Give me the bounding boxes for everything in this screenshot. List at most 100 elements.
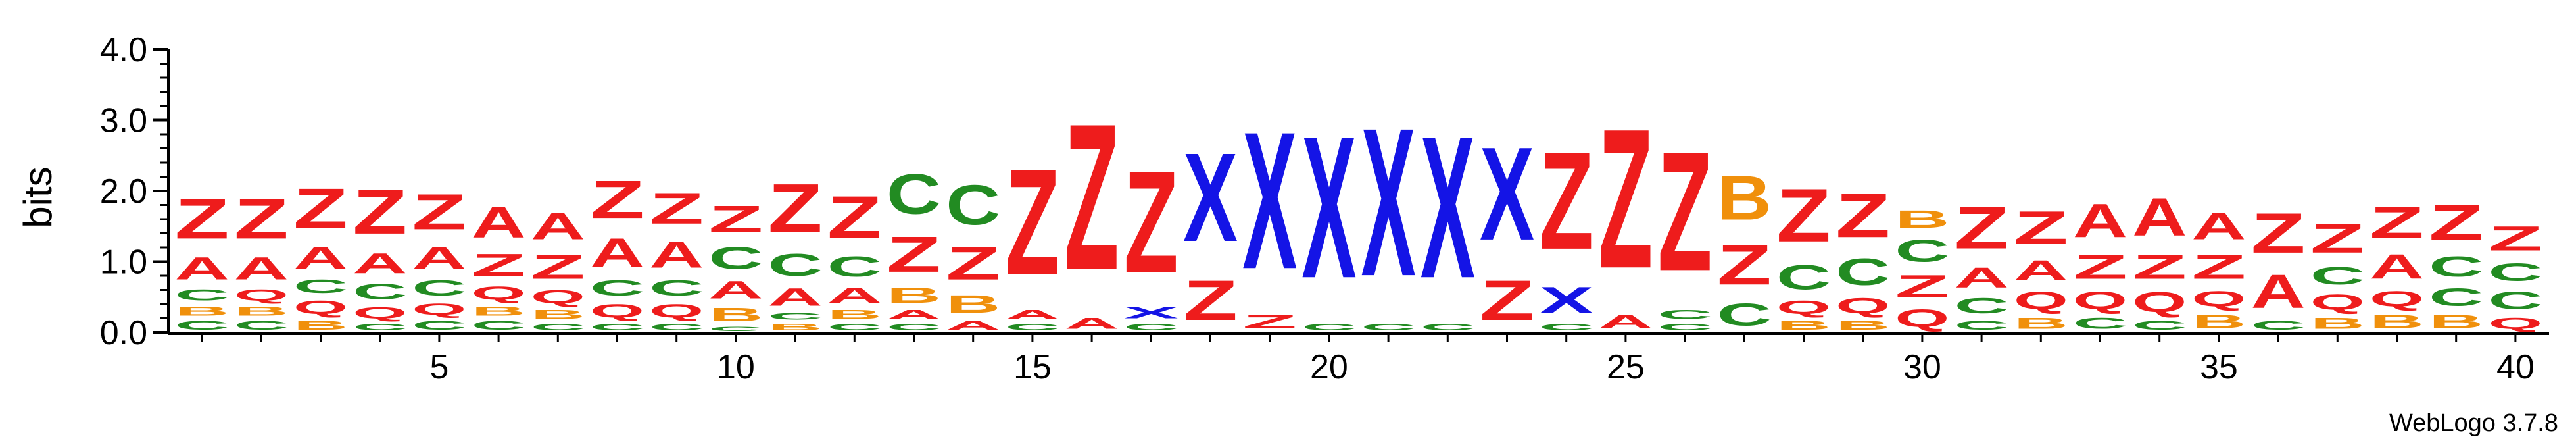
logo-letter: B	[1717, 163, 1772, 233]
logo-letter: A	[2073, 195, 2127, 247]
logo-letter: A	[590, 230, 644, 276]
logo-column: CXZ	[1539, 122, 1593, 332]
y-tick-label: 0.0	[100, 314, 147, 352]
logo-letter: B	[472, 304, 526, 318]
logo-letter: Q	[2310, 290, 2365, 315]
logo-letter: A	[531, 205, 585, 247]
logo-letter: Z	[1658, 116, 1713, 306]
logo-letter: Z	[2132, 247, 2187, 286]
logo-letter: C	[472, 319, 526, 332]
logo-letter: A	[2251, 265, 2306, 318]
logo-letter: C	[1361, 322, 1416, 332]
logo-letter: Z	[175, 188, 230, 251]
logo-letter: C	[827, 251, 882, 282]
y-tick-label: 4.0	[100, 31, 147, 69]
logo-letter: C	[2073, 315, 2127, 332]
logo-letter: Z	[472, 247, 526, 283]
logo-letter: Z	[768, 169, 823, 247]
logo-letter: B	[293, 319, 348, 332]
logo-letter: B	[1835, 319, 1890, 332]
logo-letter: X	[1421, 94, 1475, 320]
logo-letter: X	[1480, 120, 1534, 268]
logo-letter: Z	[1124, 140, 1179, 303]
logo-column: AZ	[1598, 88, 1653, 332]
logo-letter: Q	[2073, 286, 2127, 315]
logo-letter: A	[1065, 315, 1119, 332]
logo-letter: A	[887, 307, 941, 321]
logo-column: CAZ	[2251, 201, 2306, 332]
logo-letter: Q	[2014, 286, 2068, 315]
logo-column: CX	[1421, 94, 1475, 332]
x-tick-label: 25	[1607, 348, 1645, 386]
logo-letter: C	[887, 322, 941, 332]
logo-letter: B	[827, 307, 882, 321]
logo-letter: Z	[2191, 247, 2246, 286]
logo-letter: C	[175, 286, 230, 304]
logo-letter: B	[531, 307, 585, 321]
logo-letter: Q	[1835, 294, 1890, 319]
x-tick-label: 5	[429, 348, 449, 386]
logo-letter: C	[293, 276, 348, 297]
logo-letter: Z	[1835, 180, 1890, 251]
logo-letter: Z	[1539, 122, 1593, 278]
logo-letter: A	[293, 240, 348, 276]
logo-letter: C	[412, 276, 466, 301]
logo-letter: Q	[531, 286, 585, 307]
logo-letter: Z	[1480, 269, 1534, 332]
logo-letter: Z	[352, 176, 407, 247]
logo-letter: Q	[352, 304, 407, 322]
logo-letter: Q	[234, 286, 289, 304]
logo-letter: Z	[2310, 216, 2365, 262]
logo-letter: Z	[708, 198, 763, 240]
logo-stacks: CBCAZCBQAZBQCAZCQCAZCQCAZCBQZACBQZACQCAZ…	[175, 80, 2543, 332]
logo-letter: B	[234, 304, 289, 318]
logo-letter: C	[352, 279, 407, 304]
logo-letter: B	[2310, 315, 2365, 332]
logo-letter: A	[768, 283, 823, 311]
logo-letter: B	[2191, 311, 2246, 332]
logo-column: CCZ	[1658, 116, 1713, 332]
logo-letter: B	[175, 304, 230, 318]
logo-letter: B	[768, 322, 823, 332]
logo-letter: C	[1955, 319, 2009, 332]
logo-letter: A	[2191, 205, 2246, 247]
logo-letter: Z	[887, 226, 941, 283]
logo-letter: C	[2429, 283, 2483, 311]
logo-column: ZX	[1480, 120, 1534, 332]
logo-letter: B	[1895, 205, 1949, 234]
x-tick-label: 15	[1013, 348, 1052, 386]
logo-letter: C	[1835, 251, 1890, 294]
logo-letter: C	[1658, 307, 1713, 321]
logo-letter: C	[649, 276, 704, 301]
logo-letter: C	[1421, 322, 1475, 332]
logo-letter: A	[175, 251, 230, 286]
logo-letter: C	[1717, 297, 1772, 332]
logo-letter: A	[2132, 188, 2187, 247]
logo-letter: Z	[2488, 219, 2542, 258]
logo-letter: C	[2488, 258, 2542, 286]
logo-letter: Q	[1776, 297, 1831, 318]
y-tick-label: 3.0	[100, 102, 147, 140]
logo-letter: A	[946, 319, 1000, 332]
logo-letter: Z	[1065, 80, 1119, 313]
logo-letter: C	[175, 319, 230, 332]
y-axis-label: bits	[16, 167, 60, 228]
logo-letter: B	[2014, 315, 2068, 332]
logo-letter: X	[1361, 84, 1416, 321]
logo-letter: C	[1776, 258, 1831, 297]
logo-letter: Z	[1955, 194, 2009, 261]
logo-letter: Q	[293, 297, 348, 318]
